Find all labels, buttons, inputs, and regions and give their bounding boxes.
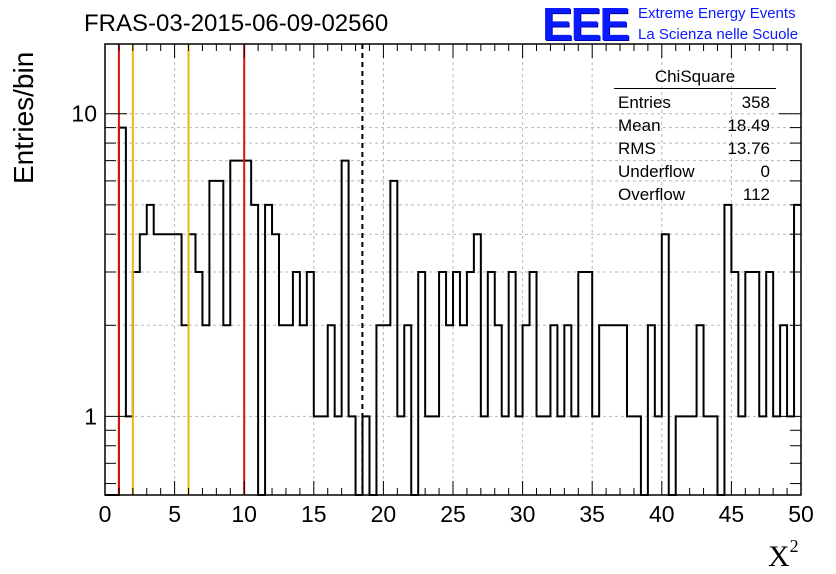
y-tick-label: 10 [71, 101, 97, 127]
stats-label: Mean [618, 116, 661, 135]
eee-logo-mark: EEE [542, 0, 630, 50]
stats-value: 18.49 [727, 116, 770, 135]
stats-label: Overflow [618, 185, 686, 204]
x-axis-label-superscript: 2 [789, 536, 799, 556]
stats-value: 358 [741, 93, 770, 112]
stats-row-mean: Mean 18.49 [612, 114, 778, 137]
logo-line-1: Extreme Energy Events [638, 5, 796, 22]
x-tick-label: 0 [99, 501, 112, 527]
stats-title: ChiSquare [614, 66, 776, 89]
stats-label: Entries [618, 93, 671, 112]
histogram-line [105, 126, 801, 496]
stats-label: Underflow [618, 162, 695, 181]
eee-logo: EEE Extreme Energy Events La Scienza nel… [542, 0, 832, 50]
x-tick-label: 15 [301, 501, 327, 527]
run-title: FRAS-03-2015-06-09-02560 [84, 10, 389, 37]
stats-row-underflow: Underflow 0 [612, 160, 778, 183]
stats-value: 13.76 [727, 139, 770, 158]
x-tick-label: 25 [440, 501, 466, 527]
x-tick-label: 30 [510, 501, 536, 527]
x-tick-label: 45 [719, 501, 745, 527]
stats-box: ChiSquare Entries 358 Mean 18.49 RMS 13.… [612, 66, 778, 206]
stats-value: 112 [742, 185, 770, 204]
x-tick-label: 40 [649, 501, 675, 527]
y-axis-label-box: Entries/bin [4, 52, 44, 184]
x-tick-label: 10 [231, 501, 257, 527]
x-tick-label: 50 [788, 501, 814, 527]
x-tick-label: 35 [579, 501, 605, 527]
y-axis-label: Entries/bin [8, 51, 39, 184]
x-axis-label: X2 [768, 536, 799, 574]
x-tick-label: 5 [168, 501, 181, 527]
x-axis-label-text: X [768, 540, 790, 573]
logo-line-2: La Scienza nelle Scuole [638, 26, 799, 43]
stats-label: RMS [618, 139, 656, 158]
stats-row-rms: RMS 13.76 [612, 137, 778, 160]
stats-value: 0 [760, 162, 770, 181]
x-tick-label: 20 [371, 501, 397, 527]
y-tick-label: 1 [84, 403, 97, 429]
stats-row-overflow: Overflow 112 [612, 183, 778, 206]
stats-row-entries: Entries 358 [612, 91, 778, 114]
